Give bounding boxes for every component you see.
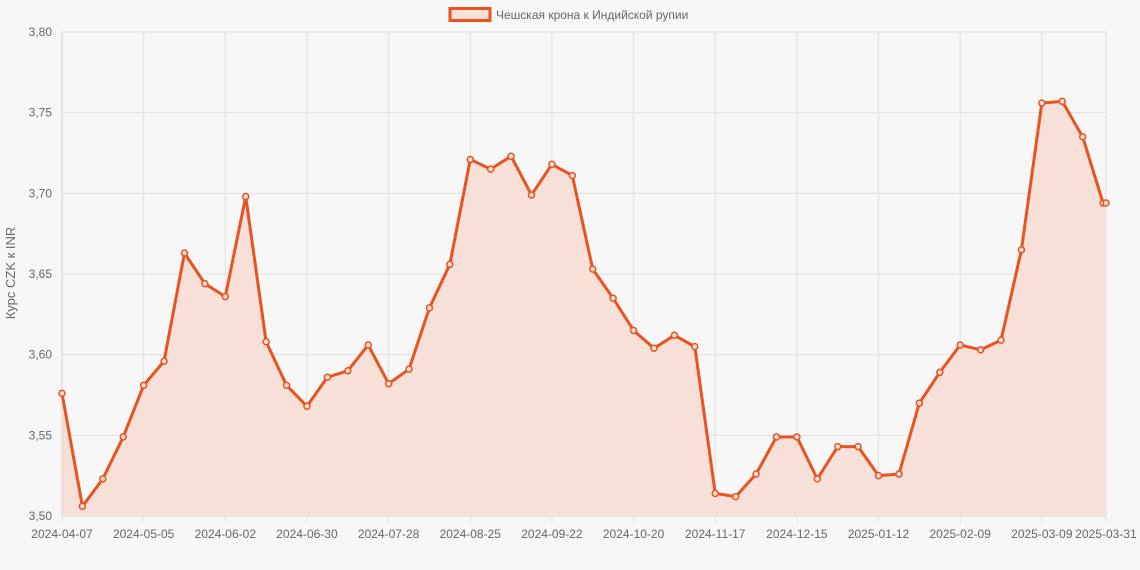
y-tick-label: 3,65 [29,267,53,281]
x-tick-label: 2025-02-09 [929,527,991,541]
data-point[interactable] [1102,199,1110,207]
data-point[interactable] [997,336,1005,344]
data-point[interactable] [241,192,250,201]
data-point[interactable] [976,346,985,354]
series-area [62,101,1106,517]
data-point[interactable] [139,381,148,390]
data-point[interactable] [956,341,964,349]
data-point[interactable] [711,489,719,498]
x-tick-label: 2024-05-05 [113,527,175,541]
data-point[interactable] [609,294,617,302]
data-point[interactable] [119,433,127,441]
data-point[interactable] [78,502,87,511]
data-point[interactable] [486,165,495,173]
series [58,97,1110,517]
data-point[interactable] [527,191,536,199]
y-tick-label: 3,70 [29,186,53,200]
data-point[interactable] [568,171,577,180]
data-point[interactable] [282,381,291,390]
data-point[interactable] [160,357,168,365]
x-tick-label: 2024-08-25 [440,527,502,541]
x-tick-label: 2024-04-07 [31,527,93,541]
data-point[interactable] [99,475,107,483]
data-point[interactable] [507,152,515,160]
data-point[interactable] [1058,97,1067,106]
data-point[interactable] [221,292,230,301]
data-point[interactable] [833,442,842,451]
data-point[interactable] [58,389,66,398]
data-point[interactable] [201,279,209,288]
data-point[interactable] [323,373,332,382]
data-point[interactable] [466,155,475,164]
data-point[interactable] [588,265,597,273]
y-tick-label: 3,50 [29,509,53,523]
data-point[interactable] [691,342,699,351]
data-point[interactable] [629,326,638,335]
data-point[interactable] [670,331,679,340]
data-point[interactable] [180,249,189,257]
x-tick-label: 2024-07-28 [358,527,420,541]
data-point[interactable] [1078,133,1087,141]
data-point[interactable] [364,341,372,349]
data-point[interactable] [915,399,924,407]
data-point[interactable] [405,365,413,373]
data-point[interactable] [1017,246,1026,254]
data-point[interactable] [446,260,454,269]
y-tick-label: 3,55 [29,428,53,442]
data-point[interactable] [874,471,883,480]
data-point[interactable] [303,402,311,411]
data-point[interactable] [548,160,556,169]
data-point[interactable] [936,368,944,377]
data-point[interactable] [793,433,801,441]
data-point[interactable] [425,304,434,312]
data-point[interactable] [344,367,352,375]
axes: 3,50 3,55 3,60 3,65 3,70 3,75 3,80 2024-04-07 20… [29,25,1137,541]
data-point[interactable] [650,344,658,352]
y-axis-label: Курс CZK к INR [3,227,18,320]
y-tick-label: 3,75 [29,106,53,120]
legend[interactable]: Чешская крона к Индийской рупии [448,7,688,22]
y-tick-label: 3,60 [29,348,53,362]
x-tick-label: 2025-03-31 [1075,527,1137,541]
x-tick-label: 2024-12-15 [766,527,828,541]
legend-label: Чешская крона к Индийской рупии [496,8,688,22]
data-point[interactable] [731,492,740,501]
data-point[interactable] [813,475,822,483]
x-tick-label: 2024-11-17 [685,527,746,541]
x-tick-label: 2024-06-02 [195,527,257,541]
x-tick-label: 2025-01-12 [848,527,910,541]
data-point[interactable] [262,338,270,346]
y-tick-label: 3,80 [29,25,53,39]
x-tick-label: 2024-09-22 [521,527,583,541]
data-point[interactable] [854,442,862,451]
x-tick-label: 2025-03-09 [1011,527,1073,541]
legend-swatch [448,7,492,22]
data-point[interactable] [772,433,781,441]
data-point[interactable] [752,470,760,478]
data-point[interactable] [1038,99,1046,107]
data-point[interactable] [895,470,903,478]
x-tick-label: 2024-10-20 [603,527,665,541]
x-tick-label: 2024-06-30 [276,527,338,541]
data-point[interactable] [384,379,393,388]
